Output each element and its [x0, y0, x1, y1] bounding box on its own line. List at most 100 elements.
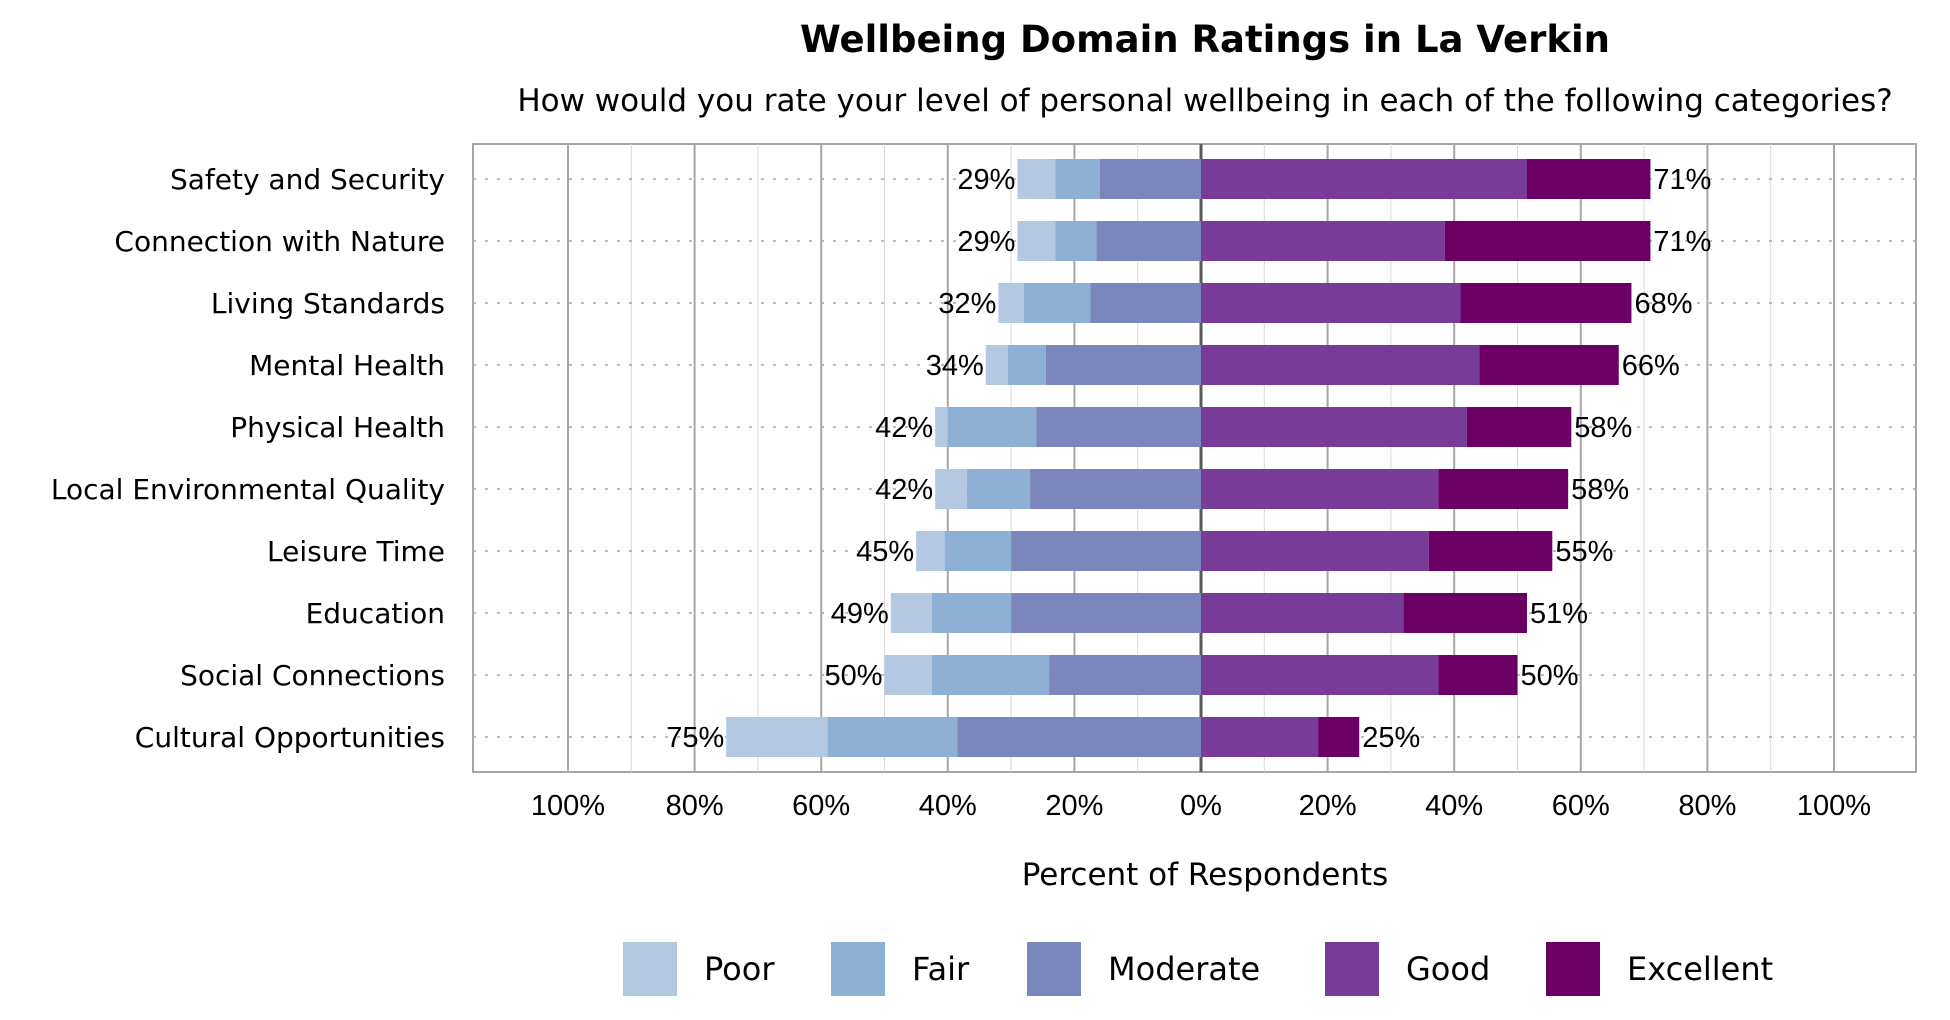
bar-fair-segment	[1007, 345, 1046, 385]
positive-total-label: 68%	[1634, 288, 1692, 320]
bar-good-segment	[1201, 717, 1319, 757]
bar-excellent-segment	[1403, 593, 1527, 633]
bar-excellent-segment	[1466, 407, 1572, 447]
category-label: Safety and Security	[170, 163, 445, 196]
negative-total-label: 49%	[831, 598, 889, 630]
bar-poor-segment	[1017, 221, 1056, 261]
category-labels: Safety and Security Connection with Natur…	[51, 163, 445, 754]
legend-swatch-excellent	[1546, 942, 1600, 996]
bar-moderate-segment	[1049, 655, 1201, 695]
bar-excellent-segment	[1438, 469, 1569, 509]
bar-fair-segment	[1055, 221, 1097, 261]
bar-moderate-segment	[1099, 159, 1201, 199]
bar-poor-segment	[916, 531, 945, 571]
chart-title: Wellbeing Domain Ratings in La Verkin	[800, 18, 1610, 61]
bar-moderate-segment	[1030, 469, 1201, 509]
x-tick-label: 20%	[1045, 790, 1103, 822]
bar-moderate-segment	[1090, 283, 1201, 323]
bar-moderate-segment	[957, 717, 1201, 757]
x-tick-label: 40%	[1425, 790, 1483, 822]
bar-moderate-segment	[1045, 345, 1201, 385]
category-label: Leisure Time	[267, 535, 445, 568]
legend-label-excellent: Excellent	[1627, 950, 1773, 988]
x-tick-label: 20%	[1299, 790, 1357, 822]
category-label: Local Environmental Quality	[51, 473, 445, 506]
bar-fair-segment	[931, 593, 1012, 633]
bar-excellent-segment	[1526, 159, 1651, 199]
category-label: Physical Health	[230, 411, 445, 444]
bar-fair-segment	[966, 469, 1031, 509]
bar-poor-segment	[985, 345, 1008, 385]
legend-label-fair: Fair	[912, 950, 970, 988]
negative-total-label: 42%	[875, 412, 933, 444]
bar-good-segment	[1201, 407, 1467, 447]
legend: Poor Fair Moderate Good Excellent	[623, 942, 1773, 996]
positive-total-label: 71%	[1653, 226, 1711, 258]
negative-total-label: 29%	[957, 226, 1015, 258]
bar-good-segment	[1201, 469, 1439, 509]
positive-total-label: 55%	[1555, 536, 1613, 568]
x-tick-label: 0%	[1180, 790, 1222, 822]
negative-total-label: 34%	[926, 350, 984, 382]
bar-poor-segment	[726, 717, 828, 757]
x-axis-tick-labels: 100% 80% 60% 40% 20% 0% 20% 40% 60% 80% 100%	[531, 790, 1871, 822]
negative-total-label: 42%	[875, 474, 933, 506]
bar-poor-segment	[935, 407, 948, 447]
negative-total-label: 75%	[666, 722, 724, 754]
x-tick-label: 80%	[1678, 790, 1736, 822]
positive-total-label: 58%	[1574, 412, 1632, 444]
positive-total-label: 25%	[1362, 722, 1420, 754]
bar-moderate-segment	[1011, 593, 1201, 633]
x-tick-label: 40%	[919, 790, 977, 822]
bar-excellent-segment	[1444, 221, 1651, 261]
bar-moderate-segment	[1011, 531, 1201, 571]
legend-label-good: Good	[1406, 950, 1490, 988]
negative-total-label: 29%	[957, 164, 1015, 196]
legend-swatch-moderate	[1027, 942, 1081, 996]
bar-poor-segment	[884, 655, 932, 695]
bar-good-segment	[1201, 283, 1461, 323]
bar-fair-segment	[827, 717, 958, 757]
legend-swatch-good	[1325, 942, 1379, 996]
category-label: Social Connections	[180, 659, 445, 692]
positive-total-label: 50%	[1521, 660, 1579, 692]
legend-swatch-fair	[831, 942, 885, 996]
positive-total-label: 58%	[1571, 474, 1629, 506]
legend-label-poor: Poor	[704, 950, 775, 988]
x-tick-label: 60%	[1552, 790, 1610, 822]
bar-fair-segment	[947, 407, 1037, 447]
bar-fair-segment	[944, 531, 1012, 571]
x-tick-label: 60%	[792, 790, 850, 822]
plot-area-border	[472, 143, 1917, 773]
bar-poor-segment	[890, 593, 932, 633]
bar-fair-segment	[1023, 283, 1091, 323]
x-tick-label: 80%	[666, 790, 724, 822]
bar-excellent-segment	[1479, 345, 1619, 385]
bar-good-segment	[1201, 345, 1480, 385]
x-axis-title: Percent of Respondents	[1022, 857, 1389, 893]
category-label: Education	[306, 597, 445, 630]
bar-good-segment	[1201, 593, 1404, 633]
bar-good-segment	[1201, 159, 1527, 199]
bar-poor-segment	[998, 283, 1024, 323]
x-tick-label: 100%	[531, 790, 605, 822]
legend-label-moderate: Moderate	[1108, 950, 1260, 988]
bar-good-segment	[1201, 531, 1429, 571]
bar-excellent-segment	[1460, 283, 1632, 323]
category-label: Mental Health	[249, 349, 445, 382]
category-label: Living Standards	[211, 287, 445, 320]
positive-total-label: 71%	[1653, 164, 1711, 196]
bar-excellent-segment	[1318, 717, 1360, 757]
negative-total-label: 32%	[938, 288, 996, 320]
chart-subtitle: How would you rate your level of persona…	[517, 83, 1892, 119]
bar-moderate-segment	[1036, 407, 1201, 447]
bar-excellent-segment	[1428, 531, 1553, 571]
bar-poor-segment	[1017, 159, 1056, 199]
data-labels: 29% 71% 29% 71% 32% 68% 34% 66% 42% 58% 42% 58% 45% 5…	[666, 164, 1711, 754]
bar-good-segment	[1201, 221, 1445, 261]
bar-excellent-segment	[1438, 655, 1518, 695]
bar-good-segment	[1201, 655, 1439, 695]
positive-total-label: 51%	[1530, 598, 1588, 630]
bar-moderate-segment	[1096, 221, 1201, 261]
